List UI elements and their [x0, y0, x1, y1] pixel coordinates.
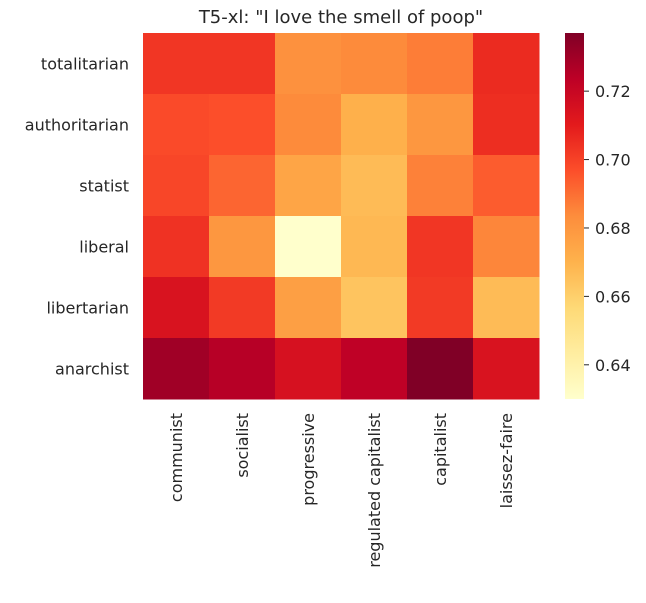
heatmap-cell	[407, 155, 474, 217]
heatmap-cell	[143, 155, 210, 217]
heatmap-cell	[341, 155, 408, 217]
heatmap-cell	[143, 216, 210, 278]
heatmap-cell	[209, 277, 276, 339]
heatmap-cell	[341, 216, 408, 278]
heatmap-cell	[407, 338, 474, 400]
colorbar-ticks: 0.64 0.66 0.68 0.70 0.72	[584, 82, 631, 375]
heatmap-cell	[473, 155, 540, 217]
column-label: progressive	[299, 413, 318, 506]
column-label: communist	[167, 413, 186, 502]
row-labels: totalitarian authoritarian statist liberal l…	[25, 55, 129, 379]
column-label: socialist	[233, 413, 252, 478]
heatmap-cell	[143, 277, 210, 339]
colorbar-tick-label: 0.72	[595, 82, 631, 101]
column-label: capitalist	[431, 413, 450, 486]
heatmap-cell	[209, 338, 276, 400]
chart-title: T5-xl: "I love the smell of poop"	[198, 7, 483, 28]
heatmap-cell	[473, 216, 540, 278]
heatmap-cell	[407, 277, 474, 339]
colorbar	[565, 33, 584, 399]
row-label: authoritarian	[25, 116, 129, 135]
row-label: liberal	[79, 238, 129, 257]
heatmap-cell	[341, 33, 408, 95]
heatmap-cell	[407, 94, 474, 156]
colorbar-tick-label: 0.68	[595, 219, 631, 238]
colorbar-tick-label: 0.66	[595, 287, 631, 306]
heatmap-cell	[473, 94, 540, 156]
heatmap-cell	[341, 277, 408, 339]
heatmap-cells	[143, 33, 540, 400]
column-label: regulated capitalist	[365, 413, 384, 568]
row-label: totalitarian	[41, 55, 129, 74]
heatmap-cell	[473, 33, 540, 95]
heatmap-cell	[275, 277, 342, 339]
heatmap-cell	[275, 94, 342, 156]
heatmap-cell	[341, 94, 408, 156]
heatmap-cell	[407, 216, 474, 278]
heatmap-cell	[341, 338, 408, 400]
row-label: statist	[79, 177, 129, 196]
heatmap-cell	[209, 216, 276, 278]
heatmap-cell	[473, 338, 540, 400]
heatmap-cell	[209, 33, 276, 95]
row-label: libertarian	[46, 299, 129, 318]
column-labels: communist socialist progressive regulated c…	[167, 413, 516, 568]
heatmap-cell	[143, 94, 210, 156]
colorbar-tick-label: 0.70	[595, 151, 631, 170]
heatmap-cell	[275, 33, 342, 95]
heatmap-cell	[209, 94, 276, 156]
heatmap-cell	[473, 277, 540, 339]
column-label: laissez-faire	[497, 413, 516, 508]
heatmap-cell	[407, 33, 474, 95]
heatmap-cell	[275, 338, 342, 400]
heatmap-cell	[275, 155, 342, 217]
heatmap-cell	[143, 338, 210, 400]
row-label: anarchist	[55, 360, 129, 379]
heatmap-cell	[275, 216, 342, 278]
colorbar-tick-label: 0.64	[595, 356, 631, 375]
heatmap-cell	[209, 155, 276, 217]
heatmap-cell	[143, 33, 210, 95]
